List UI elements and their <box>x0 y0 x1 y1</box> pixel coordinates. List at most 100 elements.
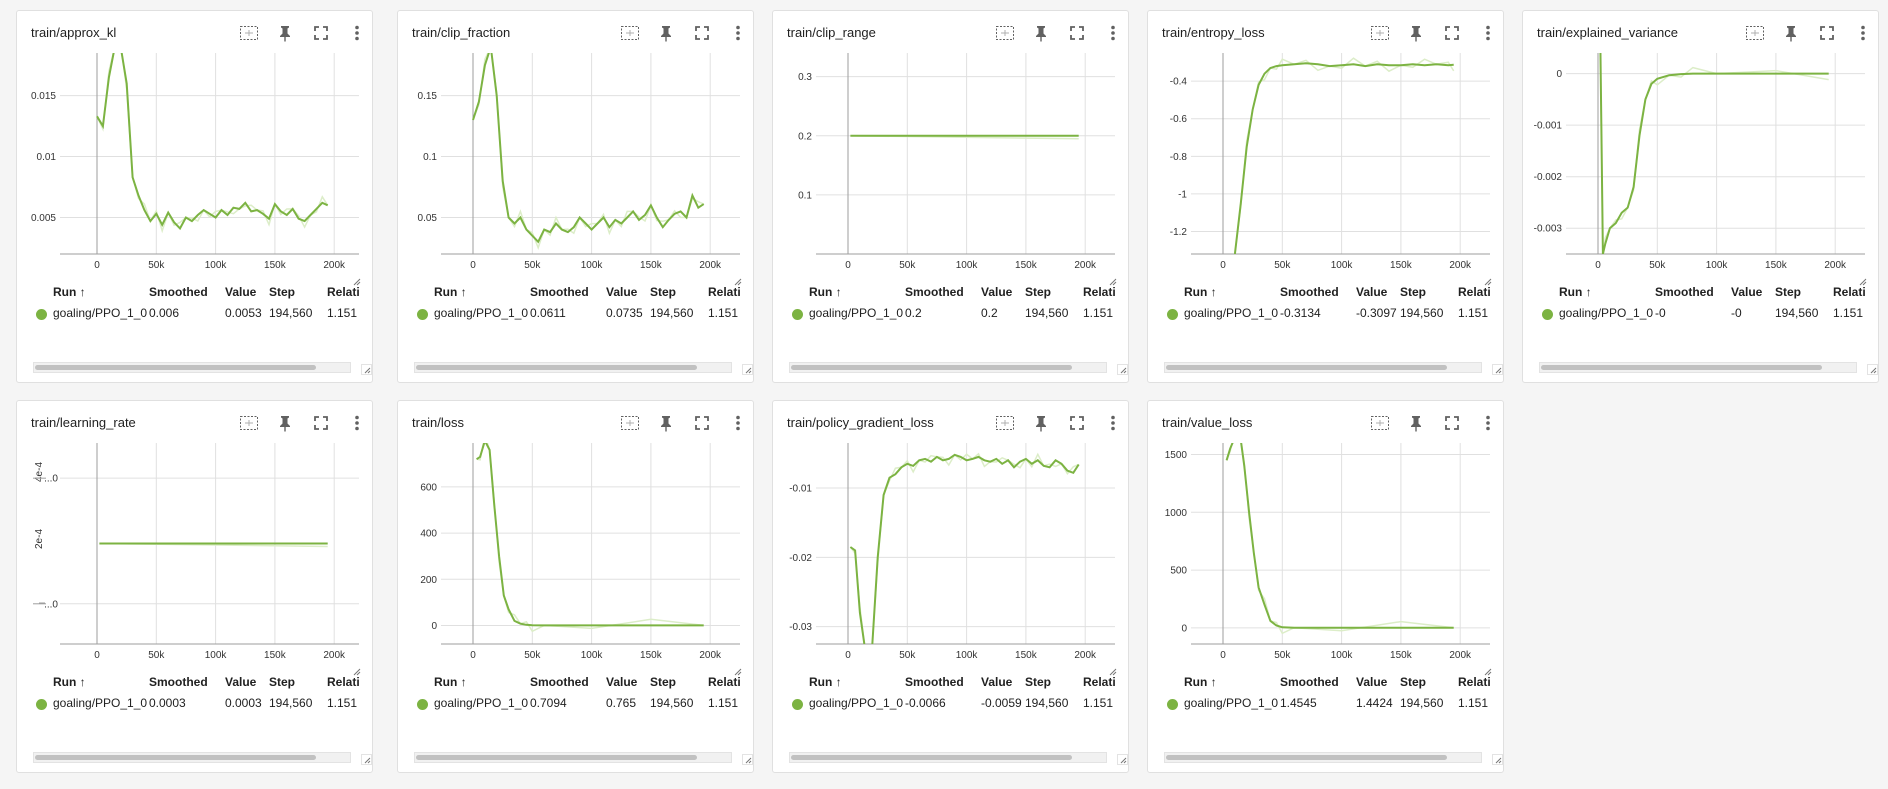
scrollbar-thumb[interactable] <box>416 365 697 370</box>
resize-handle-icon[interactable] <box>351 663 361 676</box>
fullscreen-button[interactable] <box>1814 20 1840 46</box>
column-header-step[interactable]: Step <box>650 285 677 299</box>
horizontal-scrollbar[interactable] <box>33 752 351 763</box>
column-header-step[interactable]: Step <box>269 675 296 689</box>
pin-button[interactable] <box>653 410 679 436</box>
scrollbar-thumb[interactable] <box>416 755 697 760</box>
pin-button[interactable] <box>1778 20 1804 46</box>
column-header-step[interactable]: Step <box>1775 285 1802 299</box>
column-header-step[interactable]: Step <box>650 675 677 689</box>
column-header-relative[interactable]: Relati <box>1458 675 1491 689</box>
column-header-smoothed[interactable]: Smoothed <box>530 675 589 689</box>
column-header-value[interactable]: Value <box>981 675 1013 689</box>
scrollbar-thumb[interactable] <box>35 755 316 760</box>
column-header-run[interactable]: Run ↑ <box>809 285 842 299</box>
column-header-value[interactable]: Value <box>1731 285 1763 299</box>
chart-plot[interactable]: 0 50k 100k 150k 200k -0.4 -0.6 -0.8 -1 -1.2 <box>1148 11 1505 291</box>
fullscreen-button[interactable] <box>308 410 334 436</box>
column-header-step[interactable]: Step <box>1025 285 1052 299</box>
column-header-relative[interactable]: Relati <box>708 675 741 689</box>
pin-button[interactable] <box>1028 20 1054 46</box>
more-vert-button[interactable] <box>1100 410 1126 436</box>
column-header-value[interactable]: Value <box>606 675 638 689</box>
resize-corner-icon[interactable] <box>742 752 753 765</box>
fit-domain-button[interactable] <box>1367 20 1393 46</box>
fit-domain-button[interactable] <box>992 20 1018 46</box>
more-vert-button[interactable] <box>1100 20 1126 46</box>
more-vert-button[interactable] <box>1475 20 1501 46</box>
horizontal-scrollbar[interactable] <box>414 362 732 373</box>
column-header-relative[interactable]: Relati <box>708 285 741 299</box>
column-header-value[interactable]: Value <box>225 285 257 299</box>
column-header-value[interactable]: Value <box>606 285 638 299</box>
scrollbar-thumb[interactable] <box>1166 365 1447 370</box>
resize-corner-icon[interactable] <box>1492 752 1503 765</box>
resize-handle-icon[interactable] <box>1857 273 1867 286</box>
fullscreen-button[interactable] <box>308 20 334 46</box>
resize-handle-icon[interactable] <box>1107 663 1117 676</box>
pin-button[interactable] <box>1028 410 1054 436</box>
column-header-relative[interactable]: Relati <box>1083 675 1116 689</box>
horizontal-scrollbar[interactable] <box>1539 362 1857 373</box>
fit-domain-button[interactable] <box>617 20 643 46</box>
scrollbar-thumb[interactable] <box>791 755 1072 760</box>
resize-handle-icon[interactable] <box>1107 273 1117 286</box>
fit-domain-button[interactable] <box>236 410 262 436</box>
column-header-relative[interactable]: Relati <box>327 675 360 689</box>
scrollbar-thumb[interactable] <box>1166 755 1447 760</box>
resize-corner-icon[interactable] <box>1117 752 1128 765</box>
column-header-run[interactable]: Run ↑ <box>1184 285 1217 299</box>
column-header-value[interactable]: Value <box>1356 675 1388 689</box>
column-header-relative[interactable]: Relati <box>327 285 360 299</box>
chart-plot[interactable]: 0 50k 100k 150k 200k 600 400 200 0 <box>398 401 755 681</box>
horizontal-scrollbar[interactable] <box>1164 362 1482 373</box>
resize-handle-icon[interactable] <box>351 273 361 286</box>
fullscreen-button[interactable] <box>689 20 715 46</box>
column-header-relative[interactable]: Relati <box>1458 285 1491 299</box>
resize-handle-icon[interactable] <box>1482 663 1492 676</box>
more-vert-button[interactable] <box>1850 20 1876 46</box>
horizontal-scrollbar[interactable] <box>789 362 1107 373</box>
column-header-run[interactable]: Run ↑ <box>1559 285 1592 299</box>
column-header-value[interactable]: Value <box>225 675 257 689</box>
resize-corner-icon[interactable] <box>1492 362 1503 375</box>
pin-button[interactable] <box>1403 20 1429 46</box>
resize-corner-icon[interactable] <box>1867 362 1878 375</box>
column-header-smoothed[interactable]: Smoothed <box>1280 285 1339 299</box>
horizontal-scrollbar[interactable] <box>1164 752 1482 763</box>
column-header-smoothed[interactable]: Smoothed <box>1280 675 1339 689</box>
more-vert-button[interactable] <box>725 410 751 436</box>
fit-domain-button[interactable] <box>1742 20 1768 46</box>
column-header-run[interactable]: Run ↑ <box>434 285 467 299</box>
pin-button[interactable] <box>272 20 298 46</box>
fullscreen-button[interactable] <box>1064 410 1090 436</box>
resize-corner-icon[interactable] <box>361 752 372 765</box>
column-header-run[interactable]: Run ↑ <box>434 675 467 689</box>
more-vert-button[interactable] <box>344 410 370 436</box>
pin-button[interactable] <box>1403 410 1429 436</box>
resize-handle-icon[interactable] <box>732 273 742 286</box>
column-header-run[interactable]: Run ↑ <box>809 675 842 689</box>
resize-corner-icon[interactable] <box>742 362 753 375</box>
column-header-smoothed[interactable]: Smoothed <box>149 285 208 299</box>
fullscreen-button[interactable] <box>1064 20 1090 46</box>
resize-corner-icon[interactable] <box>1117 362 1128 375</box>
column-header-smoothed[interactable]: Smoothed <box>905 675 964 689</box>
fit-domain-button[interactable] <box>617 410 643 436</box>
fit-domain-button[interactable] <box>1367 410 1393 436</box>
column-header-smoothed[interactable]: Smoothed <box>530 285 589 299</box>
column-header-step[interactable]: Step <box>1400 285 1427 299</box>
chart-plot[interactable]: 0 50k 100k 150k 200k -0.01 -0.02 -0.03 <box>773 401 1130 681</box>
column-header-step[interactable]: Step <box>269 285 296 299</box>
resize-handle-icon[interactable] <box>1482 273 1492 286</box>
pin-button[interactable] <box>272 410 298 436</box>
horizontal-scrollbar[interactable] <box>33 362 351 373</box>
column-header-value[interactable]: Value <box>981 285 1013 299</box>
column-header-relative[interactable]: Relati <box>1833 285 1866 299</box>
column-header-smoothed[interactable]: Smoothed <box>1655 285 1714 299</box>
more-vert-button[interactable] <box>344 20 370 46</box>
fit-domain-button[interactable] <box>236 20 262 46</box>
fullscreen-button[interactable] <box>689 410 715 436</box>
column-header-smoothed[interactable]: Smoothed <box>905 285 964 299</box>
column-header-step[interactable]: Step <box>1400 675 1427 689</box>
